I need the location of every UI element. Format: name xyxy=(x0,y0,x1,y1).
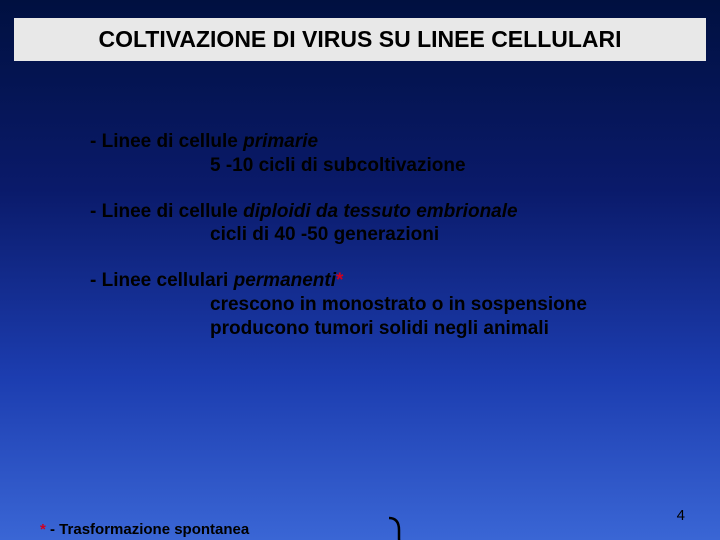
footnote-line: - Trasformazione spontanea xyxy=(50,521,249,538)
list-item: - Linee cellulari permanenti* crescono i… xyxy=(90,269,650,340)
page-number: 4 xyxy=(677,507,685,524)
item-sub: cicli di 40 -50 generazioni xyxy=(90,223,650,247)
title-box: COLTIVAZIONE DI VIRUS SU LINEE CELLULARI xyxy=(14,18,706,61)
footnote-star: * xyxy=(40,521,46,538)
item-em: diploidi da tessuto embrionale xyxy=(243,201,517,222)
item-lead: - Linee di cellule xyxy=(90,131,243,152)
slide: COLTIVAZIONE DI VIRUS SU LINEE CELLULARI… xyxy=(0,0,720,540)
item-sub2: producono tumori solidi negli animali xyxy=(90,317,650,341)
slide-title: COLTIVAZIONE DI VIRUS SU LINEE CELLULARI xyxy=(24,26,696,53)
item-em: permanenti xyxy=(234,270,336,291)
item-sub: crescono in monostrato o in sospensione xyxy=(90,293,650,317)
list-item: - Linee di cellule primarie 5 -10 cicli … xyxy=(90,130,650,178)
item-lead: - Linee di cellule xyxy=(90,201,243,222)
content-area: - Linee di cellule primarie 5 -10 cicli … xyxy=(90,130,650,362)
asterisk: * xyxy=(336,270,343,291)
item-lead: - Linee cellulari xyxy=(90,270,234,291)
item-em: primarie xyxy=(243,131,318,152)
list-item: - Linee di cellule diploidi da tessuto e… xyxy=(90,200,650,248)
item-sub: 5 -10 cicli di subcoltivazione xyxy=(90,154,650,178)
footnote-left: * - Trasformazione spontanea - Trasforma… xyxy=(40,520,370,540)
brace-icon xyxy=(385,516,413,540)
